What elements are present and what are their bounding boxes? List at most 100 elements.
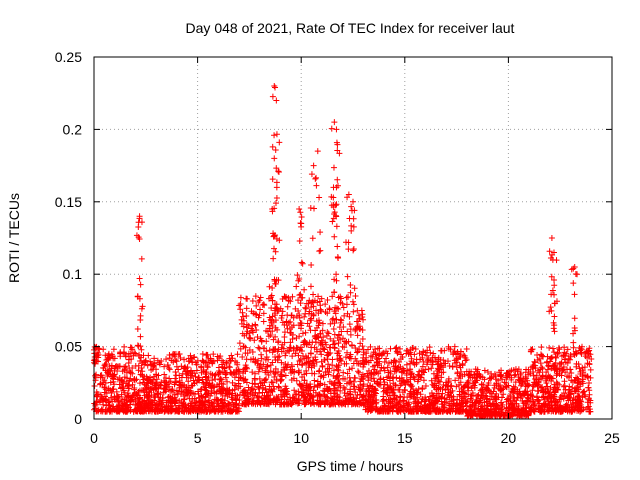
data-point (360, 392, 367, 399)
data-point (345, 293, 352, 300)
y-tick-label: 0.1 (63, 266, 83, 282)
data-point (380, 408, 387, 415)
data-point (137, 371, 144, 378)
data-point (275, 307, 282, 314)
data-point (352, 292, 359, 299)
data-point (517, 370, 524, 377)
data-point (457, 379, 464, 386)
data-point (198, 369, 205, 376)
data-point (207, 355, 214, 362)
data-point (282, 360, 289, 367)
data-point (275, 338, 282, 345)
data-point (204, 364, 211, 371)
data-point (433, 370, 440, 377)
data-point (137, 357, 144, 364)
data-point (551, 349, 558, 356)
data-point (318, 351, 325, 358)
data-point (295, 277, 302, 284)
data-point (399, 353, 406, 360)
data-point (227, 369, 234, 376)
data-point (110, 355, 117, 362)
data-point (275, 169, 282, 176)
data-point (344, 395, 351, 402)
data-point (464, 409, 471, 416)
data-point (560, 366, 567, 373)
data-point (363, 354, 370, 361)
data-point (586, 391, 593, 398)
data-point (267, 294, 274, 301)
data-point (209, 371, 216, 378)
data-point (256, 375, 263, 382)
data-point (516, 412, 523, 419)
data-point (316, 319, 323, 326)
data-point (267, 362, 274, 369)
data-point (338, 401, 345, 408)
data-point (324, 310, 331, 317)
data-point (335, 362, 342, 369)
data-point (312, 175, 319, 182)
data-point (428, 365, 435, 372)
data-point (486, 375, 493, 382)
data-point (225, 400, 232, 407)
data-point (283, 385, 290, 392)
data-point (317, 307, 324, 314)
x-tick-label: 10 (293, 430, 309, 446)
data-point (344, 194, 351, 201)
data-point (159, 407, 166, 414)
data-point (566, 383, 573, 390)
data-point (272, 248, 279, 255)
data-point (473, 399, 480, 406)
data-point (393, 374, 400, 381)
data-point (333, 271, 340, 278)
data-point (269, 176, 276, 183)
data-point (369, 383, 376, 390)
data-point (324, 297, 331, 304)
data-point (302, 339, 309, 346)
data-point (355, 312, 362, 319)
data-point (296, 312, 303, 319)
data-point (482, 392, 489, 399)
data-point (346, 366, 353, 373)
data-point (437, 347, 444, 354)
data-point (304, 391, 311, 398)
data-point (255, 344, 262, 351)
data-point (411, 376, 418, 383)
data-point (514, 405, 521, 412)
data-point (262, 385, 269, 392)
data-point (258, 394, 265, 401)
data-point (172, 350, 179, 357)
data-point (261, 376, 268, 383)
data-point (354, 332, 361, 339)
data-point (517, 382, 524, 389)
data-point (346, 321, 353, 328)
data-point (478, 406, 485, 413)
data-point (558, 372, 565, 379)
data-point (92, 402, 99, 409)
data-point (571, 315, 578, 322)
data-point (315, 293, 322, 300)
data-point (198, 386, 205, 393)
data-point (319, 362, 326, 369)
data-point (484, 368, 491, 375)
data-point (166, 355, 173, 362)
data-point (288, 329, 295, 336)
data-point (254, 333, 261, 340)
data-point (252, 381, 259, 388)
data-point (454, 396, 461, 403)
data-point (133, 405, 140, 412)
data-point (308, 317, 315, 324)
data-point (350, 394, 357, 401)
data-point (289, 353, 296, 360)
data-point (111, 381, 118, 388)
data-point (234, 351, 241, 358)
data-point (198, 393, 205, 400)
data-point (154, 390, 161, 397)
data-point (577, 401, 584, 408)
data-point (132, 397, 139, 404)
data-point (234, 406, 241, 413)
data-point (253, 302, 260, 309)
data-point (154, 406, 161, 413)
data-point (365, 385, 372, 392)
data-point (544, 406, 551, 413)
data-point (386, 392, 393, 399)
